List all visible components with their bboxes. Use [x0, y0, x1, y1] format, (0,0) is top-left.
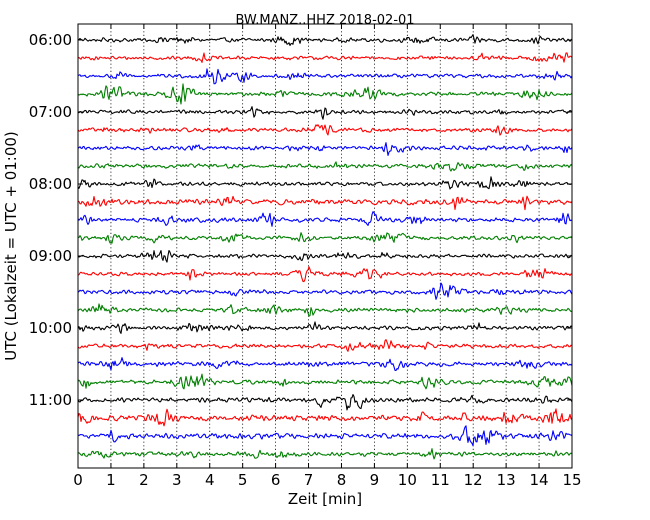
trace-line: [77, 448, 573, 460]
x-tick-label: 12: [464, 471, 483, 489]
y-tick-label: 06:00: [29, 31, 72, 49]
trace-line: [77, 373, 573, 390]
trace-line: [77, 161, 573, 172]
trace-line: [77, 52, 573, 63]
y-tick-label: 10:00: [29, 319, 72, 337]
y-axis-label: UTC (Lokalzeit = UTC + 01:00): [2, 131, 20, 361]
trace-line: [77, 339, 573, 352]
trace-line: [77, 303, 573, 317]
trace-line: [77, 249, 573, 263]
trace-line: [77, 321, 573, 334]
x-tick-label: 7: [304, 471, 314, 489]
x-tick-label: 2: [139, 471, 149, 489]
trace-group: [77, 34, 573, 460]
trace-line: [77, 282, 573, 300]
trace-line: [77, 195, 573, 211]
y-tick-label: 08:00: [29, 175, 72, 193]
trace-line: [77, 357, 573, 371]
trace-line: [77, 106, 573, 120]
x-tick-label: 3: [172, 471, 182, 489]
x-axis-label: Zeit [min]: [288, 490, 362, 508]
x-tick-label: 15: [562, 471, 581, 489]
x-tick-label: 14: [530, 471, 549, 489]
trace-line: [77, 124, 573, 136]
trace-line: [77, 83, 573, 105]
x-axis-ticks: 0 1 2 3 4 5 6 7 8 9 10 11 12 13 14 15: [73, 24, 582, 489]
trace-line: [77, 68, 573, 85]
trace-line: [78, 232, 573, 244]
x-tick-label: 9: [370, 471, 380, 489]
x-tick-label: 6: [271, 471, 281, 489]
trace-line: [77, 425, 573, 447]
chart-title: BW.MANZ..HHZ 2018-02-01: [235, 13, 414, 28]
x-tick-label: 13: [497, 471, 516, 489]
x-tick-label: 0: [73, 471, 83, 489]
trace-line: [77, 211, 573, 227]
y-axis-ticks: 06:00 07:00 08:00 09:00 10:00 11:00: [29, 31, 572, 409]
x-tick-label: 8: [337, 471, 347, 489]
trace-line: [77, 142, 573, 156]
trace-line: [77, 176, 573, 190]
trace-line: [77, 394, 573, 411]
x-tick-label: 11: [431, 471, 450, 489]
x-tick-label: 4: [205, 471, 215, 489]
trace-line: [77, 266, 573, 283]
y-tick-label: 11:00: [29, 391, 72, 409]
x-tick-label: 1: [106, 471, 116, 489]
y-tick-label: 07:00: [29, 103, 72, 121]
trace-line: [77, 408, 573, 427]
y-tick-label: 09:00: [29, 247, 72, 265]
trace-line: [77, 34, 573, 47]
plot-frame: [77, 23, 573, 469]
x-tick-label: 10: [398, 471, 417, 489]
x-tick-label: 5: [238, 471, 248, 489]
